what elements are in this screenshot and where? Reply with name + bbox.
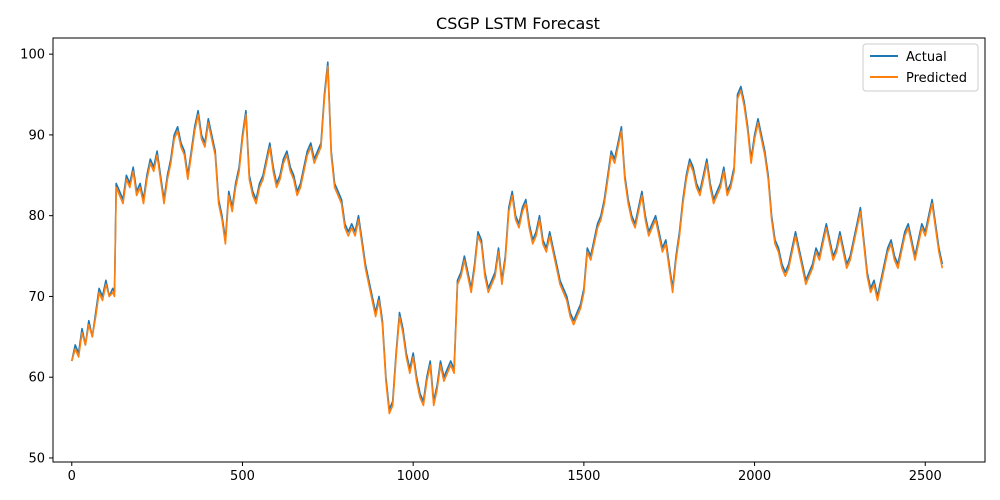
x-tick-label: 2000 [738, 469, 771, 484]
x-tick-label: 1500 [567, 469, 600, 484]
series-line-predicted [71, 65, 944, 415]
x-axis: 0 500 1000 1500 2000 2500 [68, 462, 942, 484]
legend-label-actual: Actual [906, 50, 947, 65]
x-tick-label: 2500 [909, 469, 942, 484]
x-tick-label: 500 [230, 469, 255, 484]
y-tick-label: 90 [28, 128, 45, 143]
plot-frame [52, 37, 986, 463]
y-tick-label: 100 [20, 48, 45, 63]
y-tick-label: 50 [28, 451, 45, 466]
legend: Actual Predicted [862, 43, 979, 92]
legend-label-predicted: Predicted [906, 71, 967, 86]
series-layer [71, 61, 944, 415]
x-tick-label: 0 [68, 469, 76, 484]
y-tick-label: 60 [28, 371, 45, 386]
chart-title: CSGP LSTM Forecast [436, 14, 600, 33]
y-tick-label: 80 [28, 209, 45, 224]
y-tick-label: 70 [28, 290, 45, 305]
x-tick-label: 1000 [397, 469, 430, 484]
y-axis: 50 60 70 80 90 100 [20, 48, 53, 466]
